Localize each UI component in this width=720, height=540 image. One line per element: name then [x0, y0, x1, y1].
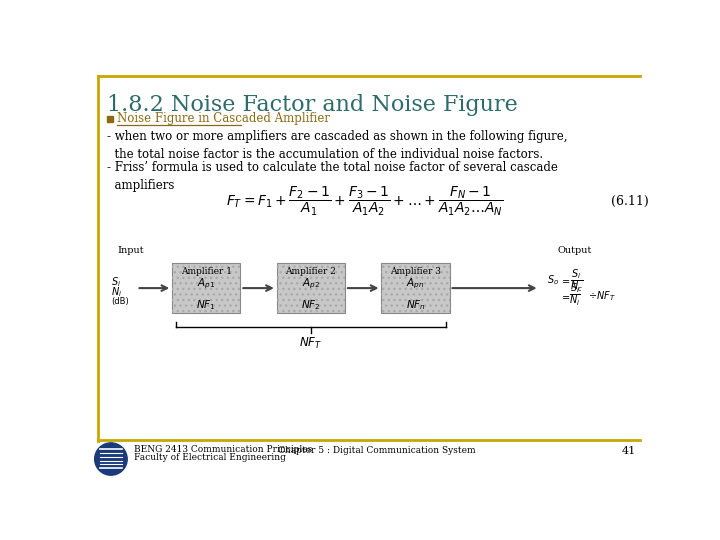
Bar	[107, 116, 113, 122]
Text: (dB): (dB)	[111, 298, 129, 307]
Text: 1.8.2 Noise Factor and Noise Figure: 1.8.2 Noise Factor and Noise Figure	[107, 94, 518, 116]
Text: Noise Figure in Cascaded Amplifier: Noise Figure in Cascaded Amplifier	[117, 112, 330, 125]
Text: - Friss’ formula is used to calculate the total noise factor of several cascade
: - Friss’ formula is used to calculate th…	[107, 161, 558, 192]
Text: $S_o$: $S_o$	[547, 273, 559, 287]
Text: $\dfrac{S_i}{N_c}$: $\dfrac{S_i}{N_c}$	[570, 267, 584, 294]
Text: $\div NF_T$: $\div NF_T$	[588, 289, 616, 303]
Text: - when two or more amplifiers are cascaded as shown in the following figure,
  t: - when two or more amplifiers are cascad…	[107, 130, 567, 161]
Circle shape	[94, 443, 127, 475]
Text: $A_{p2}$: $A_{p2}$	[302, 277, 320, 292]
Text: $A_{pn}$: $A_{pn}$	[406, 277, 425, 292]
Text: $A_{p1}$: $A_{p1}$	[197, 277, 215, 292]
Text: Chapter 5 : Digital Communication System: Chapter 5 : Digital Communication System	[278, 446, 476, 455]
FancyBboxPatch shape	[172, 263, 240, 313]
Text: $N_i$: $N_i$	[111, 285, 122, 299]
Text: Output: Output	[557, 246, 592, 255]
Text: $\dfrac{S_i}{N_i}$: $\dfrac{S_i}{N_i}$	[569, 281, 580, 308]
FancyBboxPatch shape	[276, 263, 345, 313]
Text: BENG 2413 Communication Principles: BENG 2413 Communication Principles	[134, 445, 312, 454]
Text: Amplifier 1: Amplifier 1	[181, 267, 232, 276]
Text: $NF_1$: $NF_1$	[197, 298, 216, 312]
Text: $=$: $=$	[560, 291, 572, 301]
Text: Input: Input	[117, 246, 143, 255]
Text: $NF_n$: $NF_n$	[405, 298, 426, 312]
Text: Amplifier 3: Amplifier 3	[390, 267, 441, 276]
Text: 41: 41	[622, 446, 636, 456]
Text: $NF_2$: $NF_2$	[301, 298, 320, 312]
Text: $=$: $=$	[560, 275, 572, 286]
Text: $NF_T$: $NF_T$	[300, 335, 323, 350]
Text: $F_T = F_1 + \dfrac{F_2 - 1}{A_1} + \dfrac{F_3 - 1}{A_1 A_2} + \ldots + \dfrac{F: $F_T = F_1 + \dfrac{F_2 - 1}{A_1} + \dfr…	[226, 185, 504, 218]
FancyBboxPatch shape	[382, 263, 449, 313]
Text: $S_i$: $S_i$	[111, 275, 121, 289]
Text: Faculty of Electrical Engineering: Faculty of Electrical Engineering	[134, 453, 286, 462]
Text: Amplifier 2: Amplifier 2	[285, 267, 336, 276]
Text: (6.11): (6.11)	[611, 194, 649, 207]
